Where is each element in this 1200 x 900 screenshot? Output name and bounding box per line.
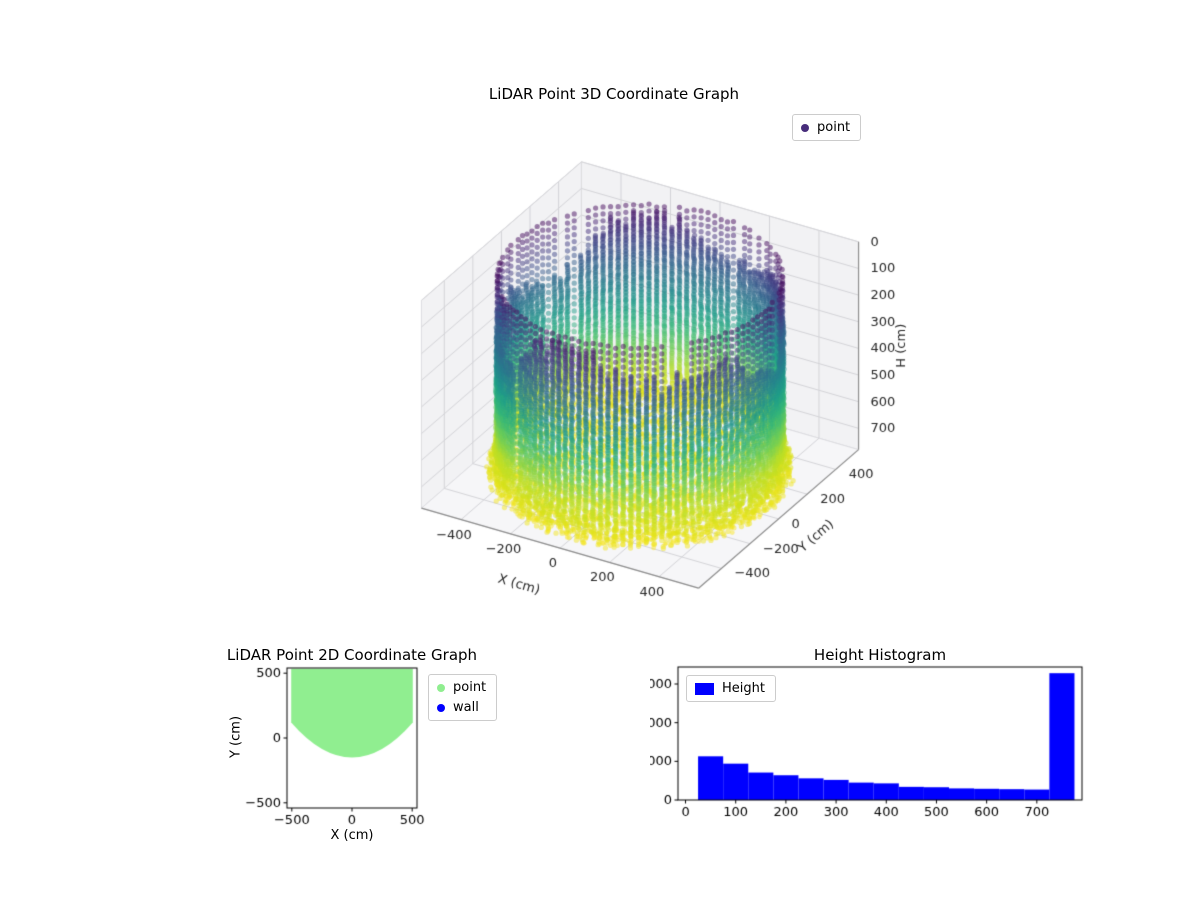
point-marker-icon (801, 123, 809, 132)
legend-label: point (453, 680, 487, 695)
legend-entry-point: point (801, 119, 850, 136)
height-patch-icon (695, 682, 714, 695)
legend-label: Height (722, 681, 765, 696)
chart-2d-canvas (200, 640, 470, 870)
legend-entry-wall: wall (437, 699, 486, 716)
chart-3d-canvas (320, 110, 980, 655)
chart-2d-ylabel: Y (cm) (228, 715, 244, 759)
chart-3d-title: LiDAR Point 3D Coordinate Graph (488, 85, 740, 103)
histogram-legend: Height (686, 675, 776, 702)
legend-label: wall (453, 700, 479, 715)
legend-entry-height: Height (695, 680, 765, 697)
chart-3d-legend: point (792, 114, 862, 141)
legend-label: point (817, 120, 851, 135)
legend-entry-point: point (437, 679, 486, 696)
wall-marker-icon (437, 703, 445, 712)
chart-2d-xlabel: X (cm) (330, 828, 374, 843)
point-marker-icon (437, 683, 445, 692)
chart-2d-legend: point wall (428, 674, 498, 721)
